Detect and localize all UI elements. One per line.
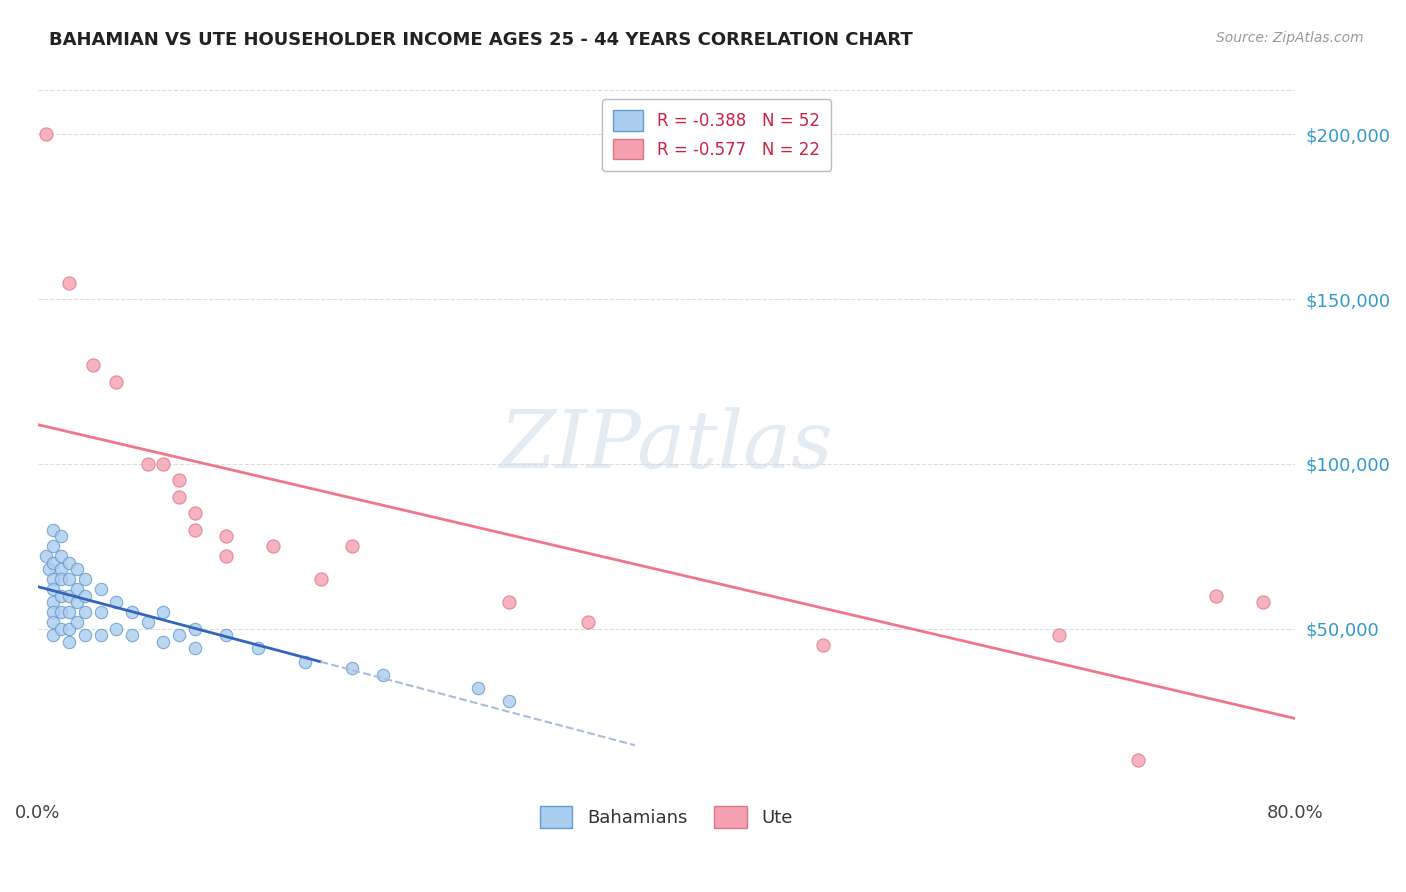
Point [73,589,96,603]
Text: BAHAMIAN VS UTE HOUSEHOLDER INCOME AGES 25 - 44 YEARS CORRELATION CHART: BAHAMIAN VS UTE HOUSEHOLDER INCOME AGES … [49,31,912,49]
Point [90,605,112,619]
Point [167,490,190,504]
Point [58,634,80,648]
Point [58,276,80,290]
Point [121,628,143,642]
Point [184,506,207,520]
Point [813,638,835,652]
Point [42,582,65,596]
Point [340,661,363,675]
Point [38,562,60,576]
Text: Source: ZipAtlas.com: Source: ZipAtlas.com [1216,31,1364,45]
Point [51,549,73,563]
Point [90,582,112,596]
Point [576,615,599,629]
Point [58,589,80,603]
Point [152,605,174,619]
Point [498,694,520,708]
Point [42,572,65,586]
Point [42,615,65,629]
Point [66,595,89,609]
Point [42,605,65,619]
Point [1126,753,1149,767]
Point [152,457,174,471]
Point [73,605,96,619]
Point [51,605,73,619]
Point [373,667,395,681]
Point [215,529,238,543]
Point [1205,589,1227,603]
Point [184,641,207,656]
Point [66,562,89,576]
Point [167,628,190,642]
Point [136,615,159,629]
Point [34,549,56,563]
Point [42,595,65,609]
Point [42,556,65,570]
Point [498,595,520,609]
Point [51,572,73,586]
Point [294,655,316,669]
Point [215,628,238,642]
Point [105,622,128,636]
Point [262,539,284,553]
Point [66,582,89,596]
Point [58,572,80,586]
Point [167,474,190,488]
Point [90,628,112,642]
Point [51,622,73,636]
Point [42,523,65,537]
Point [58,622,80,636]
Point [58,556,80,570]
Point [121,605,143,619]
Point [73,628,96,642]
Point [184,523,207,537]
Point [66,615,89,629]
Point [467,681,489,695]
Point [105,375,128,389]
Point [42,628,65,642]
Point [215,549,238,563]
Point [73,572,96,586]
Point [82,358,104,372]
Point [105,595,128,609]
Point [340,539,363,553]
Point [309,572,332,586]
Point [184,622,207,636]
Point [152,634,174,648]
Point [246,641,269,656]
Legend: Bahamians, Ute: Bahamians, Ute [533,798,800,835]
Point [136,457,159,471]
Point [51,529,73,543]
Point [1047,628,1070,642]
Point [51,589,73,603]
Text: ZIPatlas: ZIPatlas [499,407,832,484]
Point [34,128,56,142]
Point [1253,595,1275,609]
Point [42,539,65,553]
Point [51,562,73,576]
Point [58,605,80,619]
